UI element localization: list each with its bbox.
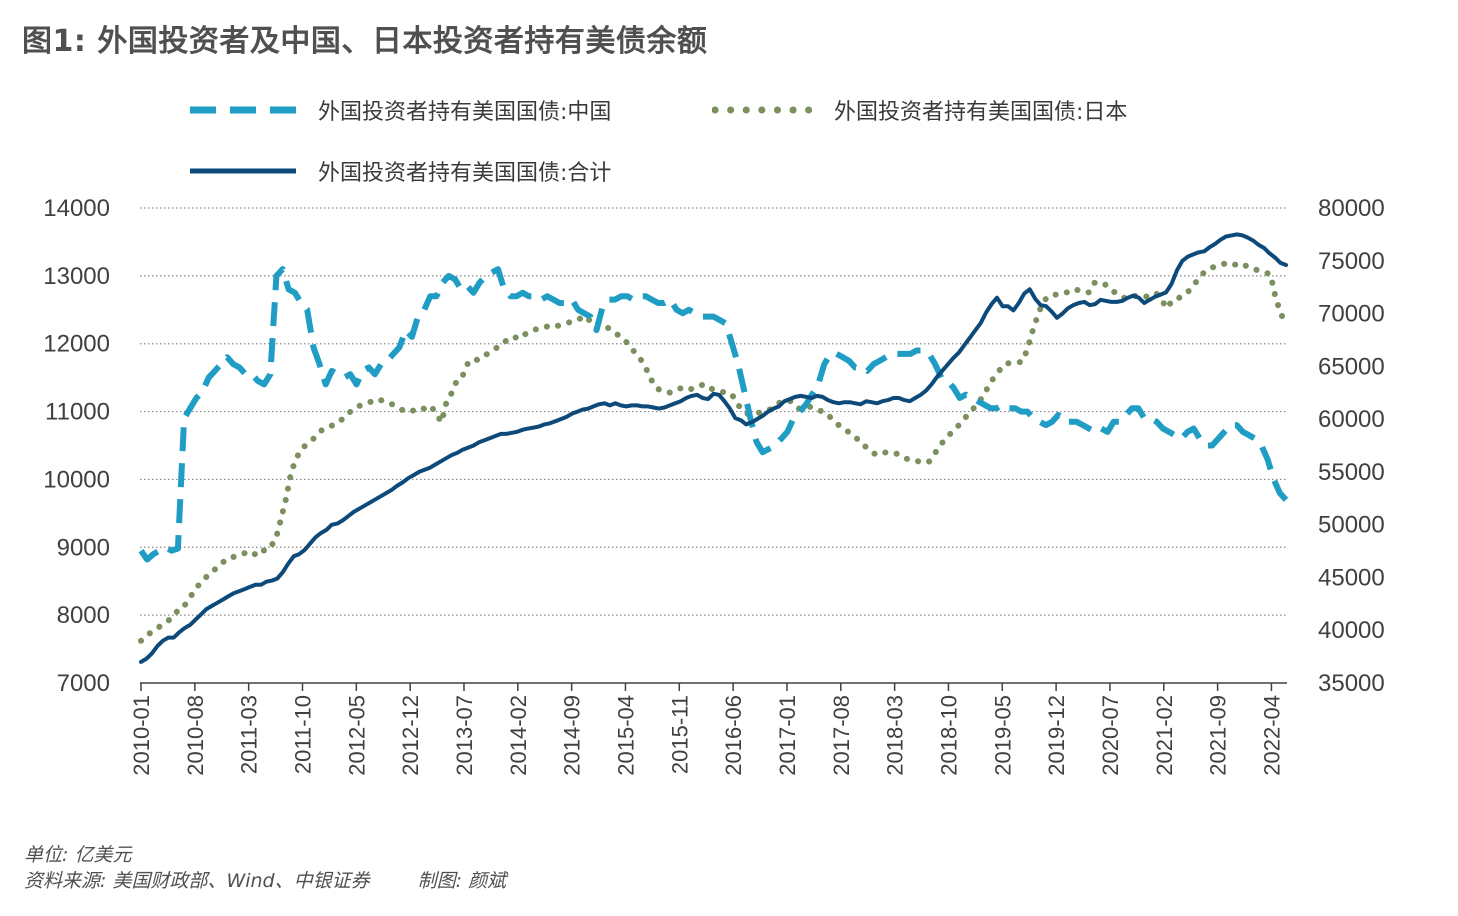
chart-title: 图1: 外国投资者及中国、日本投资者持有美债余额 (22, 24, 708, 59)
y-right-tick-label: 35000 (1318, 670, 1385, 697)
unit-label: 单位: 亿美元 (24, 844, 132, 866)
series-line-dashed (138, 266, 1289, 563)
author-label: 制图: 颜斌 (417, 870, 507, 892)
x-tick-label: 2018-10 (936, 695, 961, 776)
source-label: 资料来源: 美国财政部、Wind、中银证券 (24, 870, 370, 892)
solid-line-swatch (190, 168, 296, 174)
x-tick-label: 2012-12 (398, 695, 423, 776)
y-left-tick-label: 14000 (43, 195, 110, 222)
dotted-line-swatch (712, 106, 812, 114)
x-tick-label: 2011-03 (237, 695, 262, 774)
y-right-tick-label: 55000 (1318, 459, 1385, 486)
x-tick-label: 2019-12 (1044, 695, 1069, 776)
unit-note: 单位: 亿美元 (24, 840, 179, 867)
x-tick-label: 2012-05 (344, 695, 369, 776)
y-right-tick-label: 70000 (1318, 301, 1385, 328)
y-left-tick-label: 12000 (43, 331, 110, 358)
x-tick-label: 2015-11 (667, 695, 692, 774)
x-tick-label: 2016-06 (721, 695, 746, 776)
y-right-tick-label: 40000 (1318, 617, 1385, 644)
x-tick-label: 2017-08 (829, 695, 854, 776)
x-tick-label: 2018-03 (883, 695, 908, 776)
x-tick-label: 2010-08 (183, 695, 208, 776)
x-tick-label: 2014-02 (506, 695, 531, 776)
series-line-dotted (138, 259, 1289, 644)
series-layer (138, 232, 1289, 664)
y-right-tick-label: 75000 (1318, 248, 1385, 275)
legend-item-japan: 外国投资者持有美国国债:日本 (712, 94, 1127, 126)
legend-label-japan: 外国投资者持有美国国债:日本 (834, 100, 1128, 125)
x-tick-label: 2021-09 (1206, 695, 1231, 776)
y-right-tick-label: 80000 (1318, 195, 1385, 222)
x-tick-label: 2010-01 (129, 695, 154, 776)
legend-label-total: 外国投资者持有美国国债:合计 (318, 161, 612, 186)
y-right-tick-label: 50000 (1318, 512, 1385, 539)
y-left-tick-label: 10000 (43, 466, 110, 493)
y-left-tick-label: 11000 (45, 399, 110, 426)
x-tick-label: 2015-04 (613, 695, 638, 776)
x-tick-label: 2014-09 (560, 695, 585, 776)
x-tick-label: 2021-02 (1152, 695, 1177, 776)
x-tick-label: 2020-07 (1098, 695, 1123, 776)
legend-item-china: 外国投资者持有美国国债:中国 (190, 94, 611, 126)
y-right-tick-label: 65000 (1318, 353, 1385, 380)
x-tick-label: 2011-10 (290, 695, 315, 774)
y-right-tick-label: 45000 (1318, 564, 1385, 591)
y-left-tick-label: 7000 (57, 670, 110, 697)
y-left-tick-label: 13000 (43, 263, 110, 290)
series-line-solid (139, 232, 1288, 664)
y-right-tick-label: 60000 (1318, 406, 1385, 433)
legend-label-china: 外国投资者持有美国国债:中国 (318, 100, 612, 125)
x-tick-label: 2013-07 (452, 695, 477, 776)
source-note: 资料来源: 美国财政部、Wind、中银证券 制图: 颜斌 (24, 866, 554, 893)
y-axis-left: 7000 8000 9000 10000 11000 12000 13000 14000 (43, 195, 110, 697)
dashed-line-swatch (190, 106, 296, 114)
y-left-tick-label: 8000 (57, 602, 110, 629)
legend-item-total: 外国投资者持有美国国债:合计 (190, 155, 611, 187)
y-axis-right: 35000 40000 45000 50000 55000 60000 65000 70000… (1318, 195, 1385, 697)
x-axis: 2010-01 2010-08 2011-03 2011-10 2012-05 2012-… (129, 682, 1287, 776)
grid-lines (140, 207, 1287, 616)
x-tick-label: 2019-05 (990, 695, 1015, 776)
x-tick-label: 2022-04 (1259, 695, 1284, 776)
y-left-tick-label: 9000 (57, 534, 110, 561)
x-tick-label: 2017-01 (775, 695, 800, 776)
